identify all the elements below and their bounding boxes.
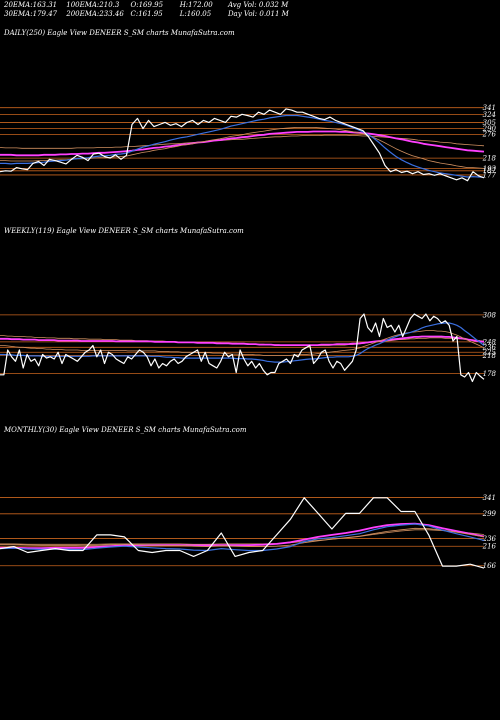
daily-ema-slow-line [0, 130, 485, 157]
level-tick-label: 193 [483, 165, 497, 173]
level-tick-label: 276 [482, 131, 497, 139]
weekly-ema-fast-line [0, 322, 485, 363]
monthly-ema-fast-line [0, 523, 485, 552]
weekly-ema-slow-line [0, 335, 485, 347]
level-tick-label: 236 [482, 344, 497, 352]
level-tick-label: 166 [483, 562, 497, 570]
ema30-readout: 30EMA:179.47 [4, 10, 58, 18]
open-readout: O:169.95 [130, 1, 164, 9]
level-tick-label: 177 [483, 171, 497, 179]
ema200-readout: 200EMA:233.46 [66, 10, 124, 18]
weekly-price-line [0, 313, 485, 383]
indicator-row-2: 30EMA:179.47 200EMA:233.46 C:161.95 L:16… [4, 10, 289, 18]
level-tick-label: 218 [482, 352, 497, 360]
level-tick-label: 187 [483, 167, 497, 175]
monthly-ema-slow-line [0, 522, 485, 550]
ema100-readout: 100EMA:210.3 [66, 1, 120, 9]
daily-price-line [0, 108, 485, 182]
level-tick-label: 225 [482, 349, 497, 357]
level-tick-label: 248 [482, 338, 497, 346]
level-tick-label: 178 [483, 370, 497, 378]
level-tick-label: 290 [482, 125, 497, 133]
level-tick-label: 308 [483, 311, 497, 319]
close-readout: C:161.95 [130, 10, 163, 18]
level-tick-label: 216 [482, 543, 497, 551]
monthly-price-line [0, 497, 485, 569]
avg-vol-readout: Avg Vol: 0.032 M [227, 1, 289, 9]
level-tick-label: 299 [482, 510, 497, 518]
day-vol-readout: Day Vol: 0.011 M [227, 10, 289, 18]
weekly-panel-label: WEEKLY(119) Eagle View DENEER S_SM chart… [4, 227, 244, 235]
daily-ema-mid-line [0, 127, 485, 169]
ema20-readout: 20EMA:163.31 [4, 1, 58, 9]
low-readout: L:160.05 [179, 10, 212, 18]
level-tick-label: 341 [483, 494, 496, 502]
level-tick-label: 236 [482, 535, 497, 543]
daily-ema-long-line [0, 134, 485, 149]
monthly-panel-label: MONTHLY(30) Eagle View DENEER S_SM chart… [4, 426, 247, 434]
level-tick-label: 305 [483, 119, 497, 127]
level-tick-label: 324 [483, 111, 496, 119]
monthly-ema-long-line [0, 529, 485, 545]
daily-ema-fast-line [0, 114, 485, 178]
level-tick-label: 341 [483, 104, 496, 112]
monthly-ema-mid-line [0, 527, 485, 547]
high-readout: H:172.00 [179, 1, 213, 9]
indicator-row-1: 20EMA:163.31 100EMA:210.3 O:169.95 H:172… [4, 1, 288, 9]
daily-panel-label: DAILY(250) Eagle View DENEER S_SM charts… [4, 29, 235, 37]
level-tick-label: 218 [482, 155, 497, 163]
